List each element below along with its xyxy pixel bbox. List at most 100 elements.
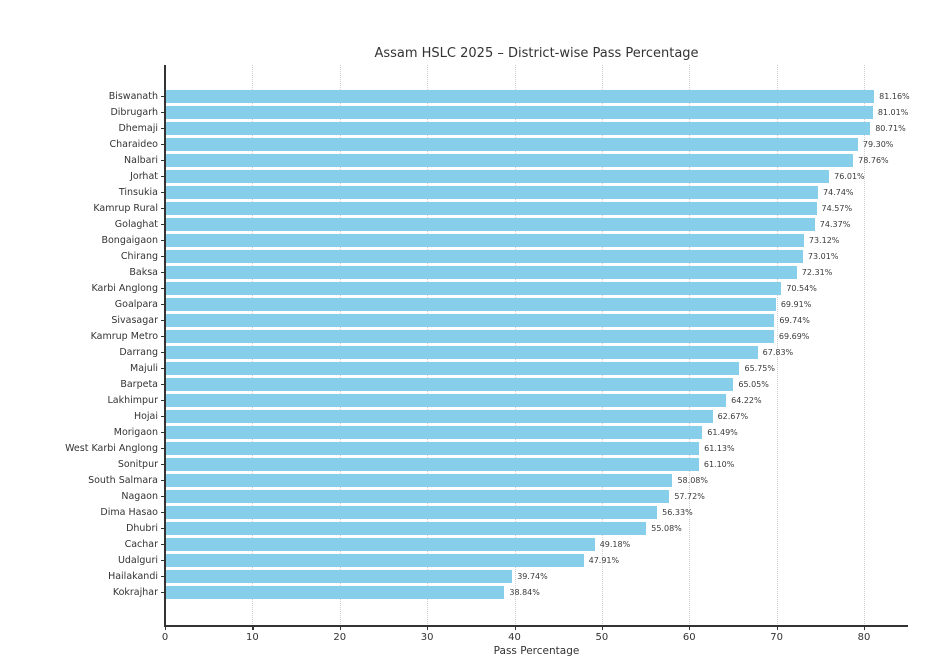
- x-tick-label: 0: [161, 632, 169, 643]
- bar-value-label: 79.30%: [862, 139, 894, 149]
- bar-value-label: 38.84%: [509, 587, 540, 597]
- x-tick-mark: [252, 626, 254, 630]
- bar-value-label: 61.10%: [703, 459, 735, 469]
- y-tick-mark: [161, 96, 165, 98]
- bar-kamrup-rural: [165, 201, 817, 215]
- y-tick-mark: [161, 528, 165, 530]
- y-tick-mark: [161, 352, 165, 354]
- bar-value-label: 64.22%: [731, 395, 762, 405]
- y-axis-spine: [164, 65, 166, 626]
- y-tick-label: Golaghat: [114, 218, 158, 230]
- y-tick-label: West Karbi Anglong: [65, 442, 158, 454]
- bar-dima-hasao: [165, 505, 658, 519]
- x-tick-mark: [601, 626, 604, 630]
- bar-majuli: [165, 361, 740, 375]
- y-tick-mark: [161, 176, 165, 178]
- y-tick-mark: [161, 512, 165, 514]
- bar-hailakandi: [165, 569, 513, 583]
- y-tick-mark: [161, 112, 165, 114]
- bar-value-label: 78.76%: [858, 155, 889, 165]
- bar-value-label: 74.37%: [819, 219, 851, 229]
- y-tick-label: Tinsukia: [118, 186, 158, 198]
- y-tick-mark: [161, 128, 165, 130]
- y-tick-label: Majuli: [130, 362, 158, 374]
- bar-sonitpur: [165, 457, 699, 471]
- x-tick-label: 10: [246, 632, 259, 643]
- y-tick-mark: [161, 304, 165, 306]
- y-tick-mark: [161, 160, 165, 162]
- y-tick-label: Goalpara: [114, 298, 158, 310]
- y-tick-label: Charaideo: [109, 138, 158, 150]
- bar-nagaon: [165, 489, 670, 503]
- x-axis-label: Pass Percentage: [493, 645, 580, 657]
- x-tick-label: 80: [857, 632, 871, 643]
- bar-dhemaji: [165, 121, 871, 135]
- x-tick-label: 20: [333, 632, 347, 643]
- x-tick-mark: [165, 626, 167, 630]
- bar-value-label: 58.08%: [677, 475, 708, 485]
- bar-value-label: 65.05%: [738, 379, 769, 389]
- bar-value-label: 81.16%: [879, 91, 910, 101]
- y-tick-mark: [161, 336, 165, 338]
- y-tick-label: Baksa: [129, 266, 158, 278]
- bar-nalbari: [165, 153, 854, 167]
- bar-karbi-anglong: [165, 281, 782, 295]
- bar-jorhat: [165, 169, 830, 183]
- bar-dhubri: [165, 521, 647, 535]
- bar-value-label: 49.18%: [599, 539, 631, 549]
- y-tick-label: Sivasagar: [111, 314, 158, 326]
- y-tick-label: South Salmara: [88, 474, 158, 486]
- y-tick-mark: [161, 384, 165, 386]
- bar-dibrugarh: [165, 105, 873, 119]
- y-tick-label: Dima Hasao: [100, 506, 158, 518]
- bar-value-label: 55.08%: [651, 523, 682, 533]
- bar-sivasagar: [165, 313, 775, 327]
- y-tick-mark: [161, 400, 165, 402]
- y-tick-label: Udalguri: [117, 554, 158, 566]
- y-tick-label: Hojai: [133, 410, 158, 422]
- y-tick-label: Kamrup Metro: [90, 330, 158, 342]
- y-tick-mark: [161, 592, 165, 594]
- bar-value-label: 39.74%: [517, 571, 548, 581]
- y-tick-mark: [161, 288, 165, 290]
- bar-value-label: 70.54%: [786, 283, 817, 293]
- bar-value-label: 74.74%: [823, 187, 854, 197]
- bar-value-label: 57.72%: [674, 491, 705, 501]
- x-tick-label: 30: [420, 632, 434, 643]
- y-tick-label: Kokrajhar: [112, 586, 158, 598]
- bar-value-label: 61.13%: [704, 443, 735, 453]
- y-tick-mark: [161, 240, 165, 242]
- y-tick-label: Sonitpur: [117, 458, 158, 470]
- y-tick-mark: [161, 560, 165, 562]
- bar-value-label: 74.57%: [821, 203, 853, 213]
- y-tick-label: Kamrup Rural: [93, 202, 158, 214]
- bar-darrang: [165, 345, 758, 359]
- x-tick-label: 40: [508, 632, 521, 643]
- y-tick-label: Bongaigaon: [101, 234, 158, 246]
- x-tick-mark: [864, 626, 866, 630]
- bar-barpeta: [165, 377, 734, 391]
- bar-south-salmara: [165, 473, 673, 487]
- y-tick-mark: [161, 448, 165, 450]
- y-tick-mark: [161, 208, 165, 210]
- y-tick-mark: [161, 224, 165, 226]
- y-tick-label: Dhubri: [126, 522, 158, 534]
- y-tick-mark: [161, 272, 165, 274]
- x-tick-label: 70: [770, 632, 783, 643]
- x-tick-label: 60: [682, 632, 696, 643]
- y-tick-mark: [161, 320, 165, 322]
- bar-morigaon: [165, 425, 703, 439]
- y-tick-label: Cachar: [124, 538, 158, 550]
- y-tick-mark: [161, 496, 165, 498]
- bar-value-label: 65.75%: [744, 363, 775, 373]
- y-tick-label: Darrang: [119, 346, 158, 358]
- y-tick-mark: [161, 544, 165, 546]
- y-tick-mark: [161, 480, 165, 482]
- bar-chirang: [165, 249, 803, 263]
- y-tick-label: Jorhat: [130, 170, 158, 182]
- x-tick-mark: [776, 626, 778, 630]
- x-tick-mark: [689, 626, 691, 630]
- y-tick-mark: [161, 256, 165, 258]
- bar-value-label: 67.83%: [762, 347, 794, 357]
- y-tick-label: Dhemaji: [118, 122, 158, 134]
